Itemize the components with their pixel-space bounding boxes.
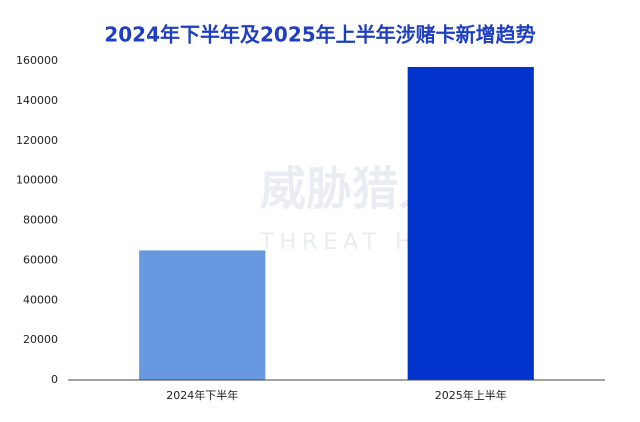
y-tick-label: 160000	[16, 54, 58, 67]
y-tick-label: 20000	[23, 333, 58, 346]
y-tick-label: 100000	[16, 174, 58, 187]
y-tick-label: 120000	[16, 134, 58, 147]
bar	[407, 66, 534, 380]
y-tick-label: 60000	[23, 253, 58, 266]
bar	[139, 250, 266, 380]
y-tick-label: 40000	[23, 293, 58, 306]
y-tick-label: 140000	[16, 94, 58, 107]
y-tick-label: 0	[51, 373, 58, 386]
chart-title: 2024年下半年及2025年上半年涉赌卡新增趋势	[104, 23, 535, 47]
y-tick-label: 80000	[23, 214, 58, 227]
x-tick-label: 2025年上半年	[435, 388, 507, 402]
x-tick-label: 2024年下半年	[166, 388, 238, 402]
